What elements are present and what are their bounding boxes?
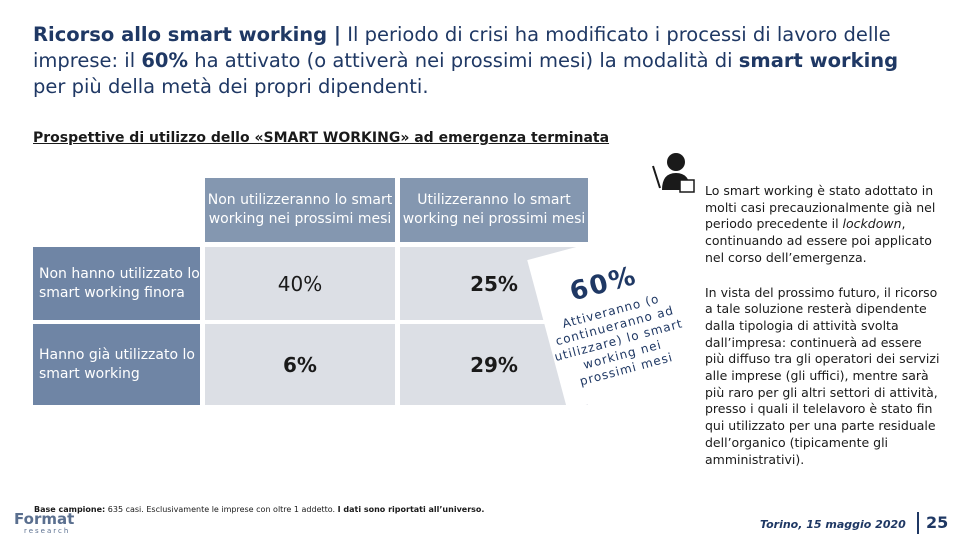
text: Ricorso allo smart working | — [33, 23, 342, 46]
page-number: 25 — [926, 513, 949, 532]
text: I dati sono riportati all’universo. — [337, 505, 485, 514]
row-header: Hanno già utilizzato lo smart working — [33, 324, 200, 405]
title: Ricorso allo smart working | Il periodo … — [33, 22, 923, 100]
text: per più della metà dei propri dipendenti… — [33, 75, 429, 98]
text: smart working — [738, 49, 899, 72]
separator — [917, 512, 919, 534]
subtitle: Prospettive di utilizzo dello «SMART WOR… — [33, 130, 610, 146]
logo: Format — [14, 510, 75, 528]
text: Base campione: — [34, 505, 106, 514]
cell: 40% — [205, 247, 395, 320]
logo-sub: research — [24, 527, 71, 535]
notes: Lo smart working è stato adottato in mol… — [705, 183, 941, 468]
paragraph: Lo smart working è stato adottato in mol… — [705, 183, 941, 267]
row-header: Non hanno utilizzato lo smart working fi… — [33, 247, 200, 320]
footnote: Base campione: 635 casi. Esclusivamente … — [34, 505, 484, 514]
text: ha attivato (o attiverà nei prossimi mes… — [188, 49, 739, 72]
text: Il periodo di crisi ha modificato i proc… — [33, 23, 891, 72]
paragraph: In vista del prossimo futuro, il ricorso… — [705, 284, 940, 467]
text: , continuando ad essere poi applicato ne… — [705, 216, 932, 265]
text: Lo smart working è stato adottato in mol… — [705, 183, 936, 232]
date: Torino, 15 maggio 2020 — [760, 518, 906, 531]
text: 635 casi. Esclusivamente le imprese con … — [105, 505, 338, 514]
column-header: Non utilizzeranno lo smart working nei p… — [205, 178, 395, 242]
cell: 6% — [205, 324, 395, 405]
text: 60% — [141, 49, 189, 72]
text: lockdown — [842, 216, 902, 232]
person-icon — [652, 153, 695, 193]
column-header: Utilizzeranno lo smart working nei pross… — [400, 178, 588, 242]
